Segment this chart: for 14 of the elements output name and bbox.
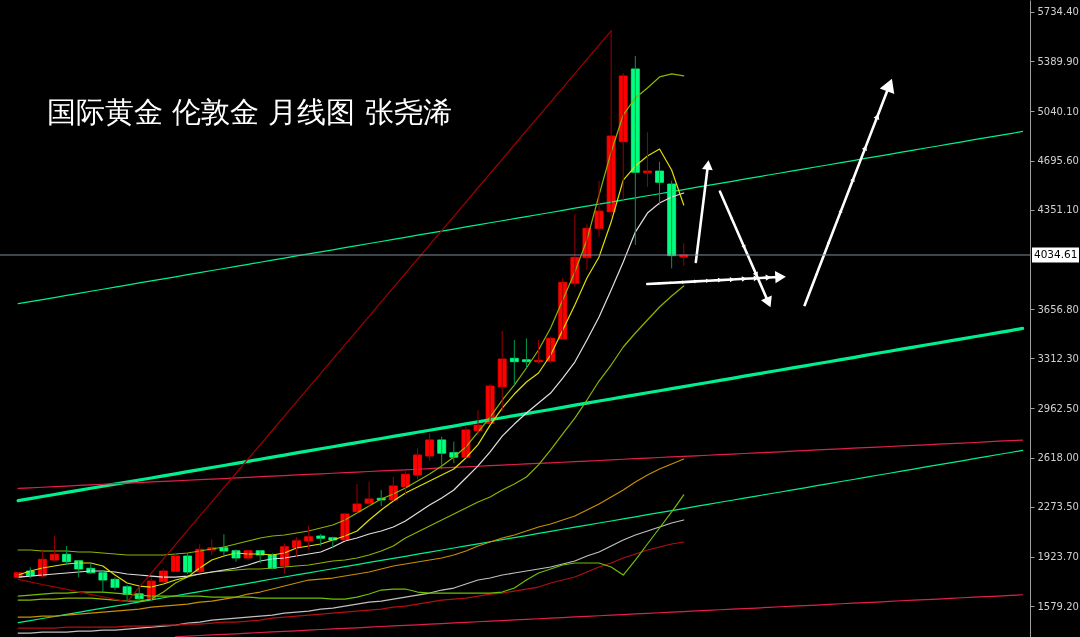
- y-tick-label: 3656.80: [1037, 303, 1079, 315]
- ref-line-label: 4034.61: [1034, 248, 1078, 260]
- y-tick-label: 4351.10: [1037, 204, 1079, 216]
- y-tick-label: 5389.90: [1037, 55, 1079, 67]
- y-tick-label: 2962.50: [1037, 402, 1079, 414]
- y-tick-label: 3312.30: [1037, 352, 1079, 364]
- y-tick-label: 2273.50: [1037, 501, 1079, 513]
- y-tick-label: 4695.60: [1037, 155, 1079, 166]
- y-tick-label: 2618.00: [1037, 452, 1079, 464]
- text: 国际黄金 伦敦金 月线图 张尧浠: [47, 95, 452, 129]
- y-tick-label: 5040.10: [1037, 105, 1079, 117]
- y-tick-label: 1923.70: [1037, 551, 1079, 563]
- y-tick-label: 1579.20: [1037, 600, 1079, 612]
- y-tick-label: 5734.40: [1037, 6, 1079, 18]
